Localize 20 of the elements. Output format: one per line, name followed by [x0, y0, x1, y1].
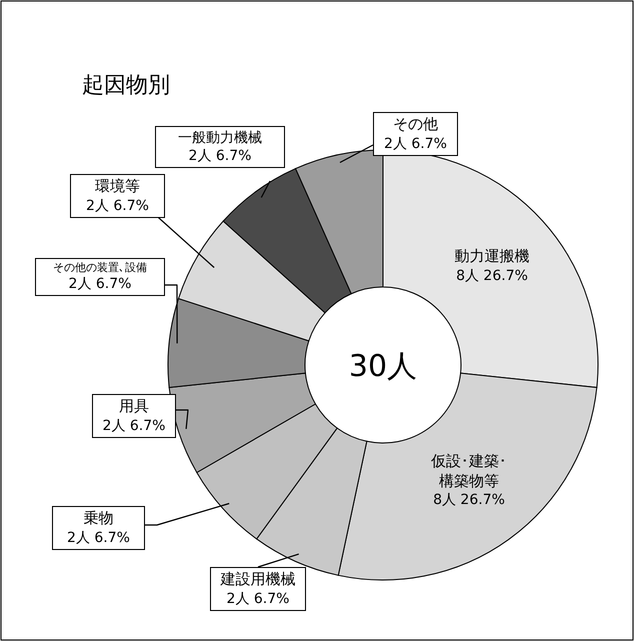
slice-label: 環境等	[94, 177, 141, 196]
slice-label: その他	[392, 115, 439, 134]
chart-title: 起因物別	[82, 72, 170, 100]
slice-label: その他の装置､設備	[52, 261, 148, 276]
slice-label: 用具	[118, 397, 150, 416]
data-label: 2人 6.7%	[68, 275, 132, 294]
data-label: 2人 6.7%	[85, 196, 150, 215]
data-label: 2人 6.7%	[66, 528, 131, 547]
data-label: 8人 26.7%	[455, 266, 529, 285]
text: 30人	[348, 349, 418, 384]
data-label: 2人 6.7%	[226, 590, 290, 608]
slice-label: 一般動力機械	[177, 129, 263, 148]
data-label: 8人 26.7%	[432, 491, 506, 510]
slice-label: 乗物	[82, 509, 114, 528]
slice-label: 仮設･建築･構築物等	[430, 452, 508, 491]
data-label: 2人 6.7%	[188, 147, 252, 166]
data-label: 2人 6.7%	[383, 134, 448, 153]
slice-label: 建設用機械	[219, 570, 296, 590]
slice-label: 動力運搬機	[454, 247, 530, 266]
data-label: 2人 6.7%	[102, 416, 166, 435]
